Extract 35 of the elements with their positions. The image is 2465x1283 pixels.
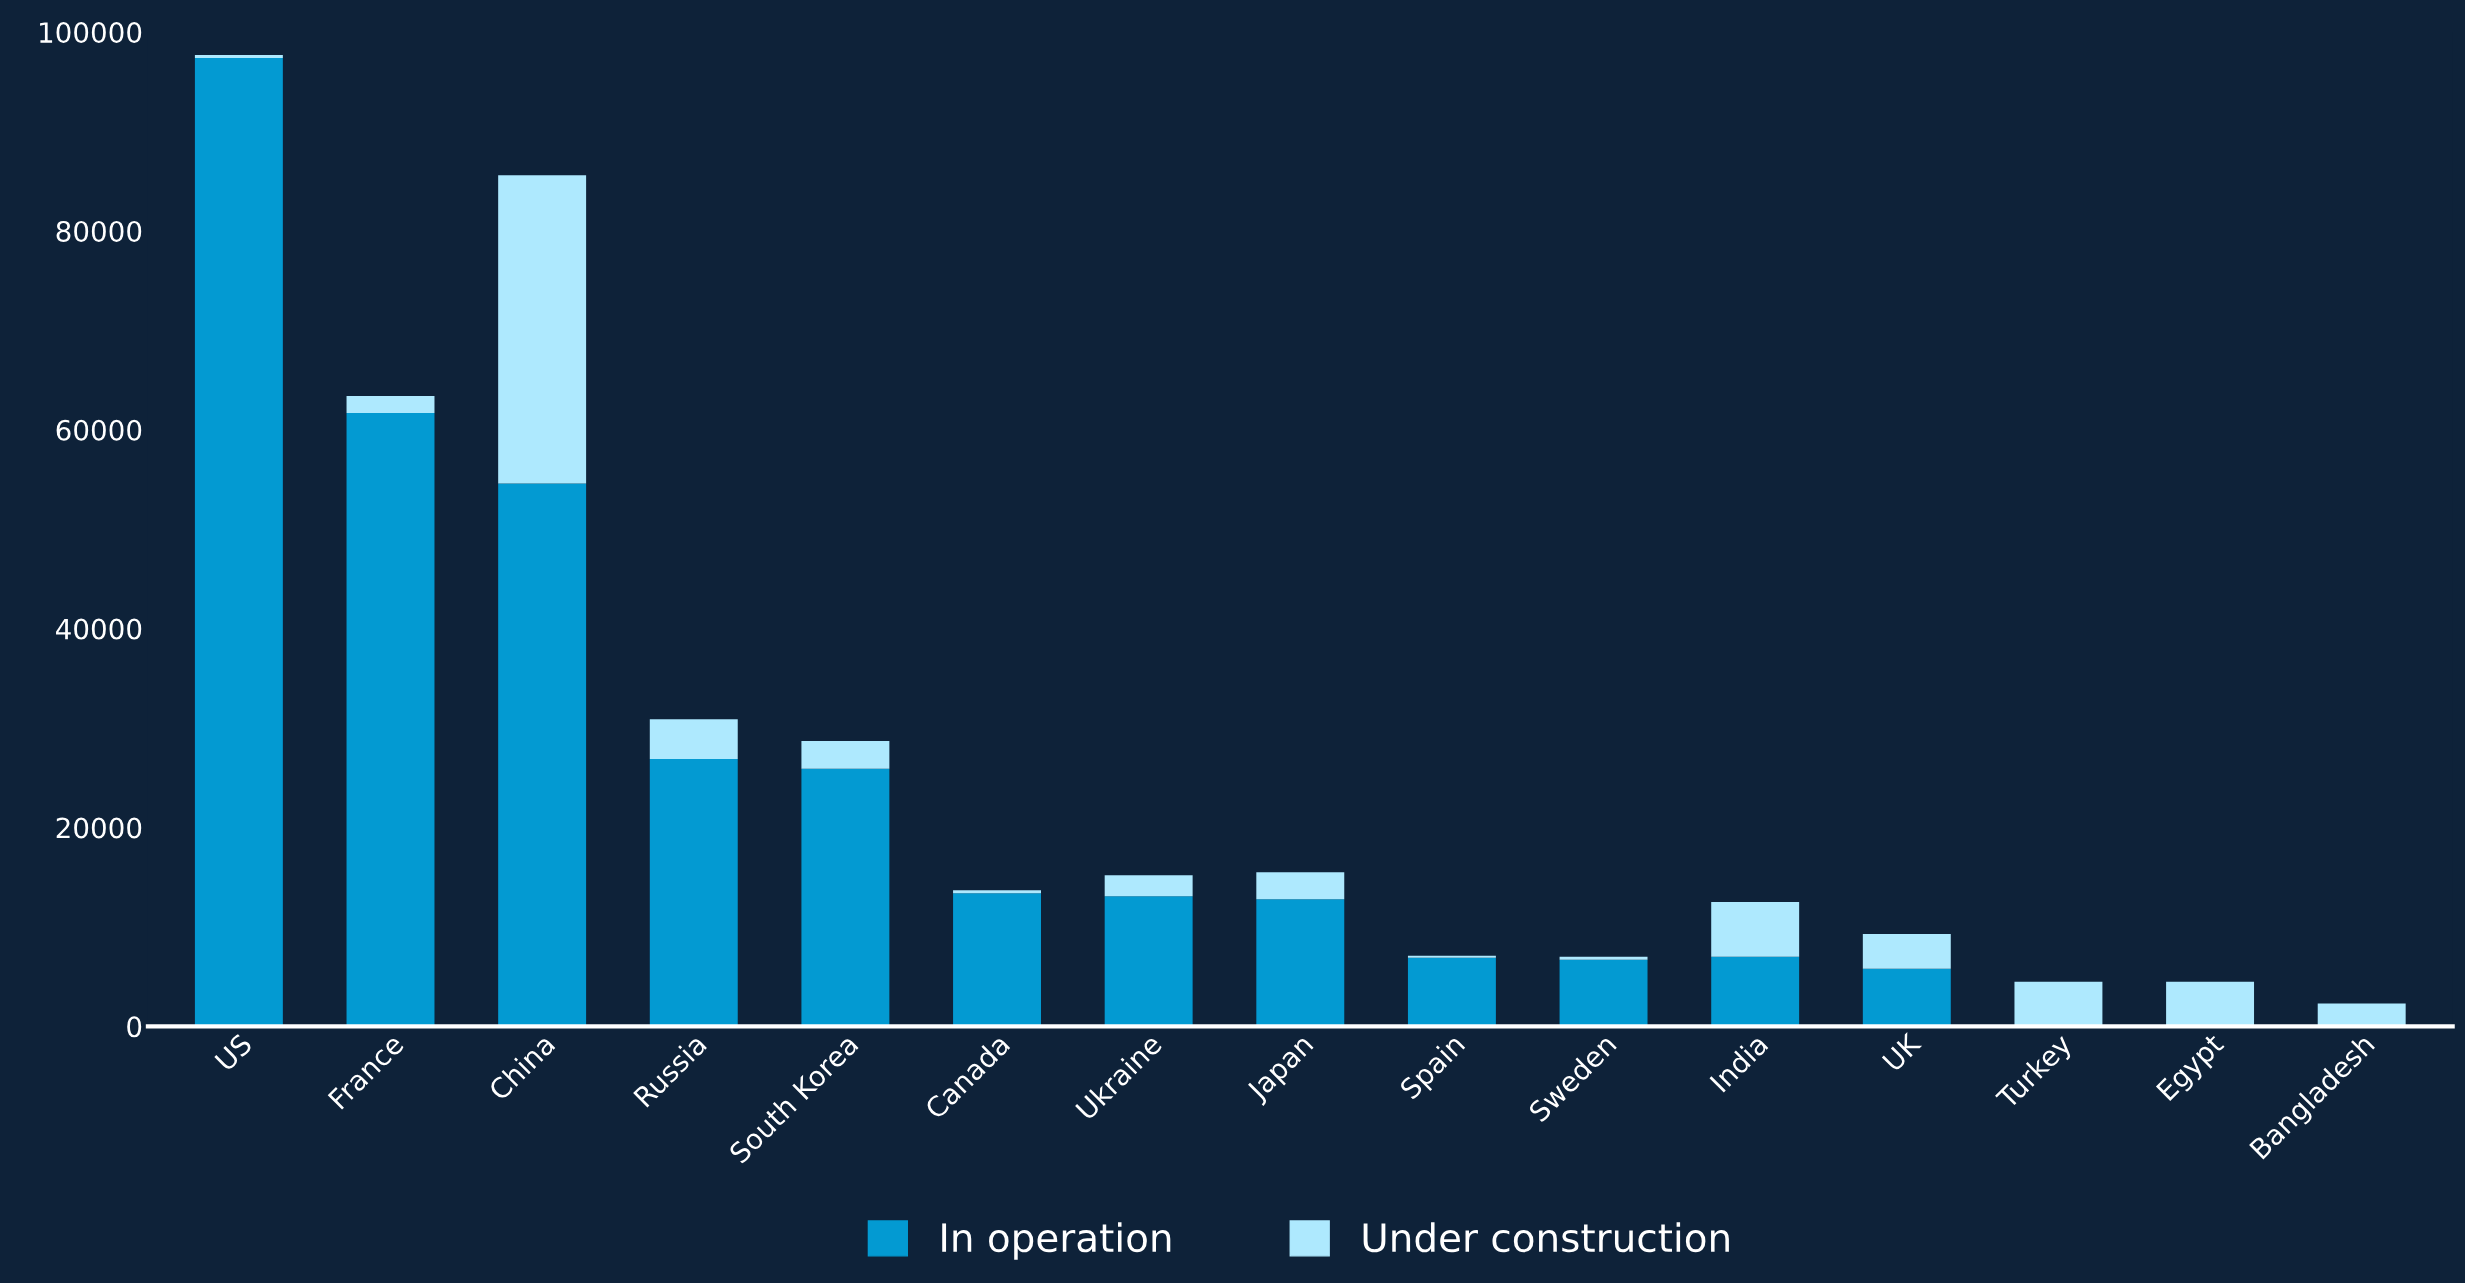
- bar: [1256, 899, 1345, 1027]
- bar: [1559, 956, 1648, 960]
- bar: [1104, 875, 1193, 897]
- bar: [801, 741, 890, 769]
- bar: [194, 57, 283, 1027]
- x-tick-label: UK: [1881, 1031, 1923, 1073]
- y-tick-label: 0: [127, 1016, 142, 1038]
- y-tick-label: 20000: [56, 817, 142, 839]
- bar: [1711, 956, 1800, 1027]
- bar: [1256, 872, 1345, 900]
- bar: [2166, 981, 2255, 1027]
- y-tick-label: 80000: [56, 220, 142, 242]
- bar: [1711, 902, 1800, 957]
- bar: [1104, 896, 1193, 1027]
- bar: [801, 768, 890, 1027]
- y-tick-label: 40000: [56, 618, 142, 640]
- bar: [498, 175, 587, 484]
- bar: [953, 893, 1041, 1027]
- bar: [1407, 957, 1496, 1027]
- bar: [194, 54, 283, 58]
- bar: [649, 719, 738, 759]
- bar: [346, 412, 435, 1027]
- bar: [1862, 968, 1951, 1027]
- legend-label: In operation: [942, 1222, 1171, 1260]
- bar: [346, 396, 435, 413]
- bar: [2014, 981, 2103, 1027]
- bar: [953, 890, 1041, 894]
- y-tick-label: 60000: [56, 419, 142, 441]
- x-tick-label: US: [214, 1032, 253, 1072]
- bar: [649, 758, 738, 1027]
- bar: [1862, 933, 1951, 969]
- bar: [1559, 959, 1648, 1027]
- legend-label: Under construction: [1363, 1222, 1729, 1253]
- bar: [498, 483, 587, 1027]
- y-tick-label: 100000: [40, 22, 142, 44]
